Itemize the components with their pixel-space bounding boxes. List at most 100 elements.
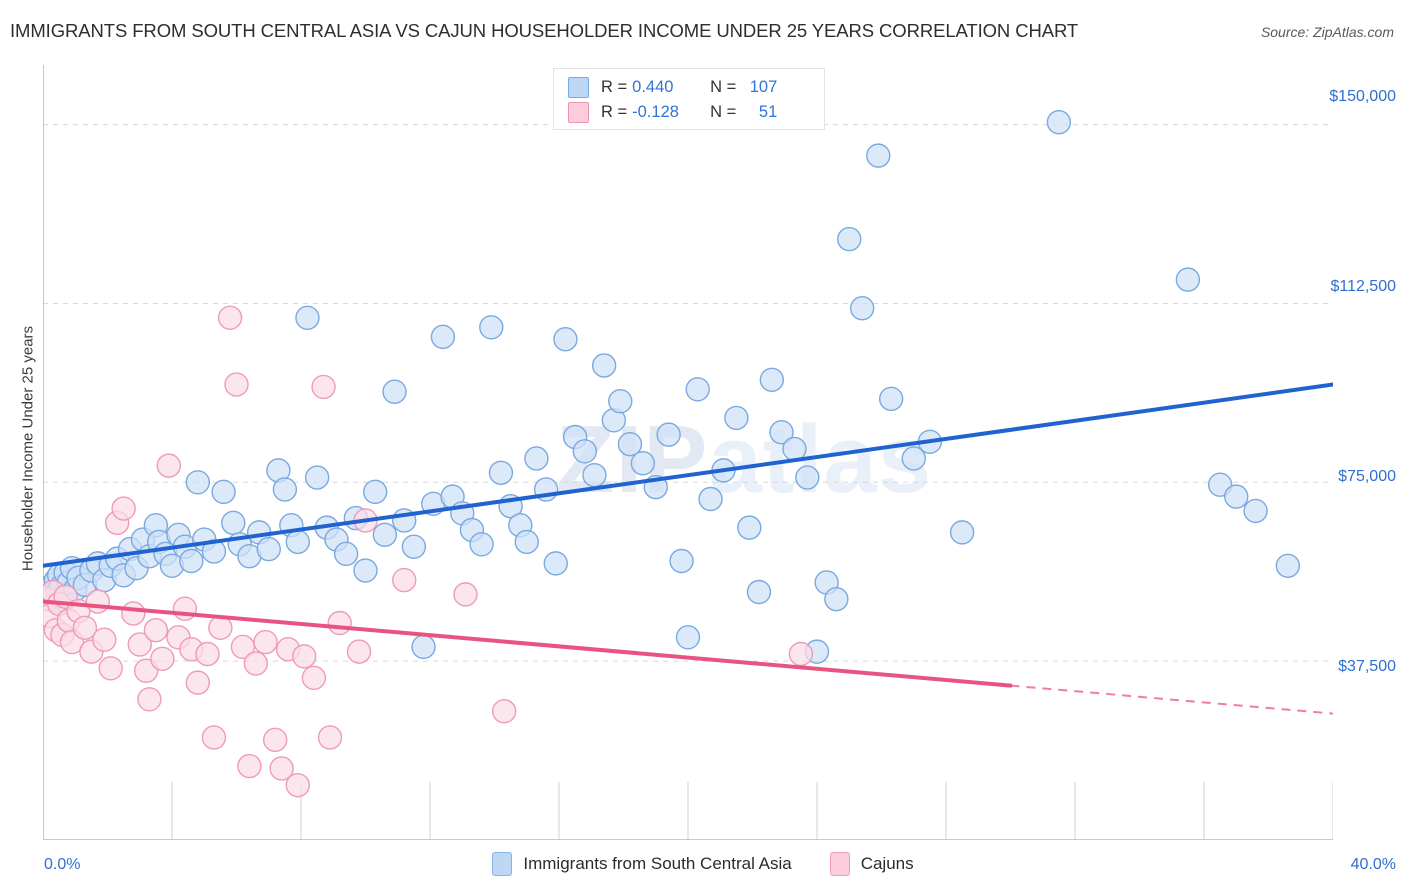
legend-item-cajuns[interactable]: Cajuns (829, 852, 914, 876)
legend-swatch-blue-icon (568, 77, 589, 98)
data-point (782, 436, 807, 462)
y-axis-title: Householder Income Under 25 years (19, 325, 37, 572)
data-point (346, 639, 372, 664)
data-point (675, 625, 701, 650)
data-point (591, 353, 617, 378)
data-point (479, 315, 504, 340)
data-point (788, 641, 814, 667)
y-tick-label-112500: $112,500 (1330, 278, 1396, 295)
data-point (469, 532, 494, 557)
data-point (285, 772, 310, 798)
data-point (333, 541, 359, 567)
data-point (430, 324, 456, 350)
data-point (382, 379, 407, 404)
data-point (150, 646, 175, 671)
page-title: IMMIGRANTS FROM SOUTH CENTRAL ASIA VS CA… (10, 20, 1079, 41)
n-label-blue: N = (710, 78, 737, 96)
y-tick-label-150000: $150,000 (1329, 88, 1396, 105)
data-point (608, 389, 633, 414)
n-value-pink: 51 (758, 103, 778, 121)
data-point (769, 420, 794, 445)
data-point (111, 496, 136, 521)
data-point (353, 558, 378, 583)
data-point (201, 725, 227, 750)
data-point (195, 641, 220, 667)
data-point (72, 615, 98, 640)
data-point (295, 305, 320, 330)
legend-item-immigrants[interactable]: Immigrants from South Central Asia (492, 852, 792, 876)
data-point (746, 579, 772, 605)
data-point (617, 431, 643, 457)
data-point (311, 374, 336, 400)
data-point (256, 536, 281, 562)
data-point (878, 386, 904, 412)
data-point (156, 453, 181, 478)
data-point (85, 589, 111, 614)
data-point (901, 446, 926, 471)
data-point (685, 377, 710, 402)
plot-area (43, 65, 1333, 840)
trendline-immigrants (43, 382, 1333, 568)
y-tick-label-37500: $37,500 (1338, 658, 1396, 675)
data-point (127, 632, 152, 657)
data-point (1243, 498, 1268, 524)
correlation-legend: R = 0.440 N = 107 R = -0.128 N = 51 (553, 68, 825, 130)
data-point (572, 439, 597, 464)
data-point (759, 367, 785, 392)
data-point (488, 460, 514, 485)
data-point (1224, 484, 1249, 509)
data-point (269, 756, 294, 781)
data-point (453, 582, 478, 607)
data-point (392, 567, 417, 593)
data-point (362, 479, 388, 505)
legend-label-immigrants: Immigrants from South Central Asia (523, 854, 792, 873)
source-attribution: Source: ZipAtlas.com (1260, 24, 1394, 40)
data-point (837, 226, 862, 252)
data-point (669, 548, 694, 574)
data-point (137, 687, 162, 712)
data-point (185, 670, 211, 695)
data-point (411, 634, 436, 660)
data-point (179, 548, 204, 574)
data-point (143, 617, 169, 643)
data-point (262, 727, 288, 753)
data-point (514, 529, 539, 555)
data-point (543, 551, 568, 576)
series-points-cajuns (43, 305, 814, 798)
data-point (401, 534, 427, 559)
data-point (98, 656, 123, 681)
data-point (292, 644, 317, 669)
data-point (304, 465, 330, 490)
data-point (185, 470, 211, 495)
data-point (824, 586, 849, 612)
data-point (92, 627, 117, 652)
legend-label-cajuns: Cajuns (860, 854, 914, 873)
legend-marker-blue-icon (492, 852, 513, 876)
data-point (224, 372, 249, 397)
data-point (949, 520, 975, 545)
data-point (553, 327, 578, 352)
data-point (221, 510, 246, 536)
correlation-row-pink: R = -0.128 N = 51 (568, 100, 814, 125)
legend-swatch-pink-icon (568, 102, 589, 123)
data-point (285, 529, 310, 555)
data-point (582, 462, 607, 488)
x-tick-label-min: 0.0% (44, 856, 81, 873)
data-point (1046, 110, 1072, 135)
data-point (1175, 267, 1201, 292)
data-point (301, 665, 327, 691)
data-point (211, 479, 236, 505)
n-label-pink: N = (710, 103, 737, 121)
correlation-row-blue: R = 0.440 N = 107 (568, 75, 814, 100)
data-point (237, 753, 262, 779)
data-point (172, 596, 198, 621)
trendline-cajuns-dashed (1010, 684, 1333, 715)
data-point (630, 451, 656, 476)
data-point (491, 699, 517, 724)
legend-marker-pink-icon (829, 852, 850, 876)
data-point (866, 143, 891, 168)
x-tick-label-max: 40.0% (1350, 856, 1396, 873)
data-point (272, 477, 298, 502)
data-point (737, 515, 762, 540)
